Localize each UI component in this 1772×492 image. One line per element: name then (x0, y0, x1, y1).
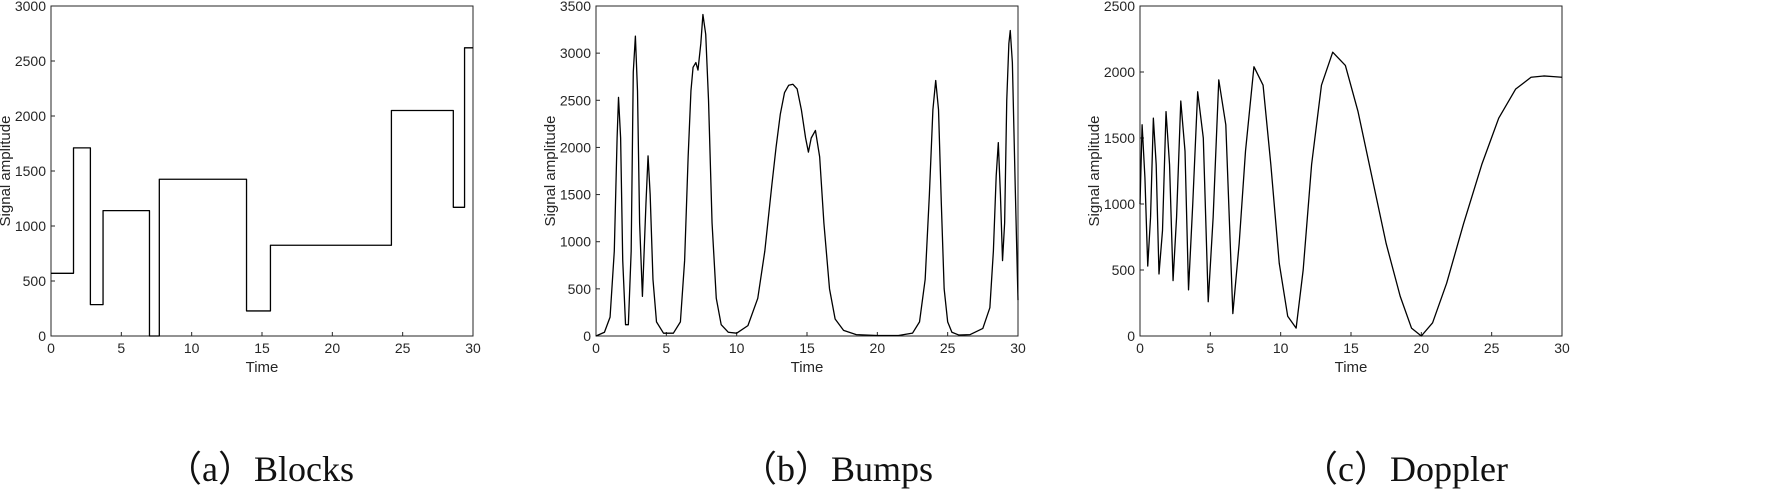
bumps-x-tick-label: 0 (592, 340, 600, 356)
blocks-axes-box (50, 5, 474, 337)
chart-panel-doppler: 0 5 10 15 20 25 30 0 500 1000 1500 2000 2500 Time Sign… (1086, 0, 1570, 376)
blocks-y-tick-label: 2000 (15, 108, 46, 124)
blocks-y-tick-label: 0 (38, 328, 46, 344)
bumps-x-tick-label: 30 (1010, 340, 1026, 356)
bumps-x-tick-label: 20 (870, 340, 886, 356)
doppler-y-tick-label: 2500 (1104, 0, 1135, 14)
doppler-signal-line (1139, 51, 1563, 337)
doppler-x-tick-label: 10 (1273, 340, 1289, 356)
caption-doppler: （c）Doppler (1302, 449, 1508, 489)
doppler-y-tick-label: 500 (1112, 262, 1136, 278)
blocks-y-tick-label: 2500 (15, 53, 46, 69)
bumps-y-tick-label: 1500 (560, 187, 591, 203)
blocks-y-tick-label: 1500 (15, 163, 46, 179)
blocks-x-tick-label: 5 (117, 340, 125, 356)
blocks-x-axis-label: Time (246, 359, 279, 376)
bumps-x-tick-label: 25 (940, 340, 956, 356)
blocks-x-tick-label: 0 (47, 340, 55, 356)
doppler-y-axis-label: Signal amplitude (1086, 116, 1103, 227)
bumps-y-tick-label: 3000 (560, 45, 591, 61)
doppler-x-tick-label: 15 (1343, 340, 1359, 356)
bumps-x-tick-label: 15 (799, 340, 815, 356)
doppler-y-tick-label: 1500 (1104, 130, 1135, 146)
chart-panel-bumps: 0 5 10 15 20 25 30 0 500 1000 1500 2000 2500 3000 3500… (542, 0, 1026, 376)
blocks-y-tick-label: 500 (23, 273, 47, 289)
doppler-y-tick-label: 2000 (1104, 64, 1135, 80)
blocks-x-tick-label: 30 (465, 340, 481, 356)
bumps-signal-line (595, 13, 1019, 337)
blocks-x-tick-label: 15 (254, 340, 270, 356)
bumps-y-tick-label: 500 (568, 281, 592, 297)
caption-blocks: （a）Blocks (166, 449, 354, 489)
bumps-x-tick-label: 10 (729, 340, 745, 356)
blocks-y-axis-label: Signal amplitude (0, 116, 14, 227)
doppler-x-tick-label: 30 (1554, 340, 1570, 356)
doppler-x-axis-label: Time (1335, 359, 1368, 376)
bumps-y-axis-label: Signal amplitude (542, 116, 559, 227)
blocks-y-tick-label: 1000 (15, 218, 46, 234)
doppler-y-tick-label: 0 (1127, 328, 1135, 344)
bumps-y-tick-label: 1000 (560, 234, 591, 250)
blocks-signal-line (51, 47, 473, 337)
doppler-x-tick-label: 5 (1206, 340, 1214, 356)
bumps-x-tick-label: 5 (662, 340, 670, 356)
bumps-y-tick-label: 2500 (560, 92, 591, 108)
blocks-x-tick-label: 10 (184, 340, 200, 356)
blocks-y-tick-label: 3000 (15, 0, 46, 14)
bumps-axes-box (595, 5, 1019, 337)
chart-panel-blocks: 0 5 10 15 20 25 30 0 500 1000 1500 2000 2500 3000 Time… (0, 0, 481, 376)
blocks-x-tick-label: 25 (395, 340, 411, 356)
caption-bumps: （b）Bumps (741, 449, 934, 489)
doppler-x-tick-label: 0 (1136, 340, 1144, 356)
bumps-y-tick-label: 2000 (560, 139, 591, 155)
doppler-axes-box (1139, 5, 1563, 337)
bumps-y-tick-label: 0 (583, 328, 591, 344)
blocks-x-tick-label: 20 (325, 340, 341, 356)
doppler-y-tick-label: 1000 (1104, 196, 1135, 212)
bumps-y-tick-label: 3500 (560, 0, 591, 14)
bumps-x-axis-label: Time (791, 359, 824, 376)
doppler-x-tick-label: 20 (1414, 340, 1430, 356)
doppler-x-tick-label: 25 (1484, 340, 1500, 356)
